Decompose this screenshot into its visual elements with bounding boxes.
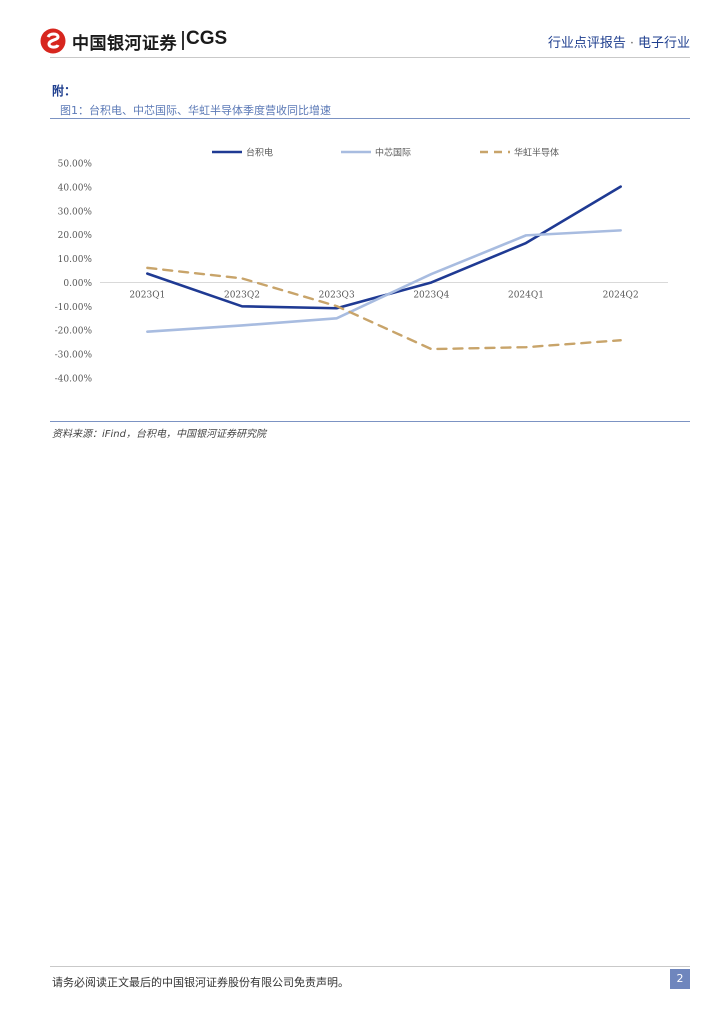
y-tick-label: -10.00% [55, 303, 93, 313]
report-type-label: 行业点评报告 · 电子行业 [548, 32, 690, 51]
logo-english-name: CGS [186, 28, 228, 49]
chart-legend: 台积电 中芯国际 华虹半导体 [212, 147, 559, 159]
page-header: 中国银河证券 CGS 行业点评报告 · 电子行业 [0, 0, 724, 62]
figure-title: 图1：台积电、中芯国际、华虹半导体季度营收同比增速 [60, 104, 331, 117]
legend-label: 台积电 [246, 147, 273, 159]
header-divider [50, 57, 690, 58]
cgs-logo-icon [40, 28, 66, 54]
x-tick-label: 2023Q1 [129, 290, 165, 300]
figure-top-rule [50, 118, 690, 119]
y-tick-label: 0.00% [63, 279, 92, 289]
legend-label: 中芯国际 [375, 147, 411, 159]
page-number: 2 [670, 969, 690, 989]
y-tick-label: -30.00% [55, 351, 93, 361]
y-tick-label: -40.00% [55, 375, 93, 385]
report-type: 行业点评报告 [547, 36, 626, 51]
x-tick-label: 2024Q1 [508, 290, 544, 300]
y-tick-label: 20.00% [58, 231, 93, 241]
y-tick-label: -20.00% [55, 327, 93, 337]
y-tick-label: 40.00% [58, 183, 93, 193]
y-axis-labels: 50.00% 40.00% 30.00% 20.00% 10.00% 0.00% -10.0… [55, 160, 93, 385]
logo-divider [182, 31, 184, 50]
industry-label: 电子行业 [637, 36, 690, 51]
series-line-2 [146, 229, 622, 333]
line-chart: 50.00% 40.00% 30.00% 20.00% 10.00% 0.00% -10.0… [55, 147, 668, 385]
y-tick-label: 10.00% [58, 255, 93, 265]
x-tick-label: 2023Q2 [224, 290, 260, 300]
report-type-separator: · [629, 36, 634, 51]
x-axis-labels: 2023Q1 2023Q2 2023Q3 2023Q4 2024Q1 2024Q2 [129, 290, 638, 300]
y-tick-label: 30.00% [58, 207, 93, 217]
y-tick-label: 50.00% [58, 160, 93, 170]
series-line-1 [146, 185, 622, 310]
x-tick-label: 2024Q2 [603, 290, 639, 300]
footer-divider [50, 966, 690, 967]
x-tick-label: 2023Q4 [413, 290, 449, 300]
figure-source: 资料来源：iFind，台积电，中国银河证券研究院 [52, 429, 266, 440]
x-tick-label: 2023Q3 [319, 290, 355, 300]
appendix-heading: 附： [52, 84, 77, 98]
logo-chinese-name: 中国银河证券 [72, 34, 177, 54]
series-lines [146, 185, 622, 351]
legend-label: 华虹半导体 [514, 147, 559, 159]
footer-disclaimer: 请务必阅读正文最后的中国银河证券股份有限公司免责声明。 [52, 976, 349, 989]
figure-bottom-rule [50, 421, 690, 422]
series-line-3 [146, 266, 622, 351]
